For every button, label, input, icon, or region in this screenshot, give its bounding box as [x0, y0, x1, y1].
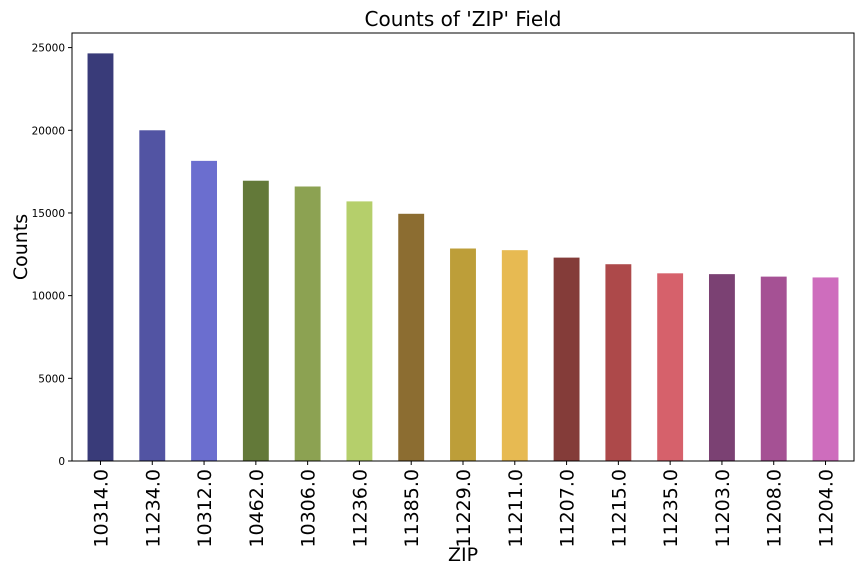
x-tick-label-6: 11385.0: [401, 469, 423, 548]
y-tick-label-4: 20000: [32, 125, 65, 137]
x-tick-label-5: 11236.0: [349, 469, 371, 548]
x-tick-label-3: 10462.0: [246, 469, 268, 548]
y-tick-label-1: 5000: [38, 373, 65, 385]
x-tick-label-8: 11211.0: [505, 469, 527, 548]
bar-3: [242, 180, 269, 461]
y-ticks-group: 0 5000 10000 15000 20000 25000: [32, 43, 72, 468]
x-ticks-group: 10314.0 11234.0 10312.0 10462.0 10306.0 11236…: [90, 461, 838, 548]
x-tick-label-12: 11203.0: [712, 469, 734, 548]
bars-group: [87, 53, 839, 461]
bar-0: [87, 53, 114, 461]
y-tick-label-3: 15000: [32, 208, 65, 220]
bar-2: [191, 160, 217, 461]
bar-12: [708, 274, 735, 461]
x-axis-label: ZIP: [448, 544, 478, 566]
plot-frame: [71, 32, 855, 462]
bar-4: [294, 186, 321, 461]
x-tick-label-7: 11229.0: [453, 469, 475, 548]
bar-6: [398, 213, 425, 461]
x-tick-label-2: 10312.0: [194, 469, 216, 548]
x-tick-label-0: 10314.0: [90, 469, 112, 548]
bar-13: [760, 276, 787, 461]
bar-1: [139, 130, 166, 461]
x-tick-label-13: 11208.0: [764, 469, 786, 548]
bar-8: [501, 250, 528, 461]
y-tick-label-5: 25000: [32, 43, 65, 55]
bar-7: [450, 248, 476, 461]
x-tick-label-10: 11215.0: [608, 469, 630, 548]
chart-title: Counts of 'ZIP' Field: [365, 7, 562, 31]
x-tick-label-1: 11234.0: [142, 469, 164, 548]
x-tick-label-9: 11207.0: [557, 469, 579, 548]
x-tick-label-14: 11204.0: [816, 469, 838, 548]
bar-14: [812, 277, 839, 461]
bar-9: [553, 257, 580, 461]
y-tick-label-2: 10000: [32, 291, 65, 303]
y-axis-label: Counts: [10, 214, 32, 280]
bar-11: [657, 273, 684, 461]
y-tick-label-0: 0: [58, 456, 65, 468]
x-tick-label-11: 11235.0: [660, 469, 682, 548]
bar-10: [605, 264, 632, 461]
bar-5: [346, 201, 373, 461]
x-tick-label-4: 10306.0: [298, 469, 320, 548]
